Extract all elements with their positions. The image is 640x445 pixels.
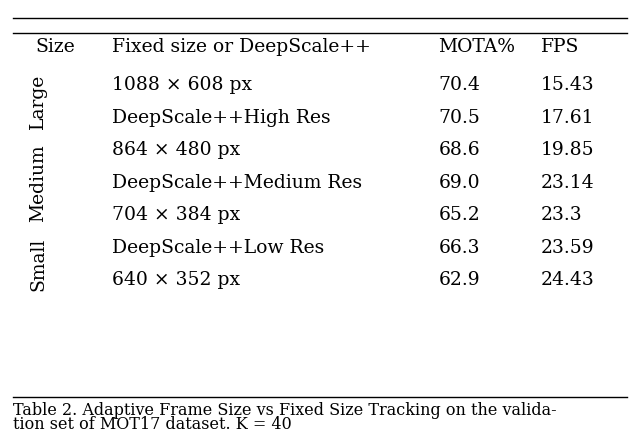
Text: 1088 × 608 px: 1088 × 608 px: [112, 77, 252, 94]
Text: Table 2. Adaptive Frame Size vs Fixed Size Tracking on the valida-: Table 2. Adaptive Frame Size vs Fixed Si…: [13, 402, 556, 419]
Text: 66.3: 66.3: [438, 239, 480, 257]
Text: 68.6: 68.6: [438, 142, 480, 159]
Text: DeepScale++High Res: DeepScale++High Res: [112, 109, 331, 127]
Text: 70.4: 70.4: [438, 77, 480, 94]
Text: 62.9: 62.9: [438, 271, 480, 289]
Text: 23.14: 23.14: [541, 174, 595, 192]
Text: 19.85: 19.85: [541, 142, 595, 159]
Text: 23.59: 23.59: [541, 239, 595, 257]
Text: Fixed size or DeepScale++: Fixed size or DeepScale++: [112, 38, 371, 56]
Text: 24.43: 24.43: [541, 271, 595, 289]
Text: MOTA%: MOTA%: [438, 38, 515, 56]
Text: 23.3: 23.3: [541, 206, 582, 224]
Text: 70.5: 70.5: [438, 109, 480, 127]
Text: Small: Small: [29, 238, 47, 291]
Text: FPS: FPS: [541, 38, 579, 56]
Text: 65.2: 65.2: [438, 206, 480, 224]
Text: Large: Large: [29, 74, 47, 129]
Text: 704 × 384 px: 704 × 384 px: [112, 206, 240, 224]
Text: tion set of MOT17 dataset. K = 40: tion set of MOT17 dataset. K = 40: [13, 417, 292, 433]
Text: DeepScale++Medium Res: DeepScale++Medium Res: [112, 174, 362, 192]
Text: 864 × 480 px: 864 × 480 px: [112, 142, 240, 159]
Text: DeepScale++Low Res: DeepScale++Low Res: [112, 239, 324, 257]
Text: 15.43: 15.43: [541, 77, 595, 94]
Text: Size: Size: [35, 38, 75, 56]
Text: 640 × 352 px: 640 × 352 px: [112, 271, 240, 289]
Text: 69.0: 69.0: [438, 174, 480, 192]
Text: Medium: Medium: [29, 144, 47, 222]
Text: 17.61: 17.61: [541, 109, 595, 127]
